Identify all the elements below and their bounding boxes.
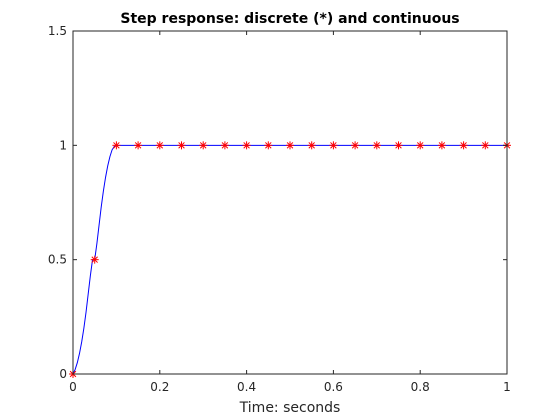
discrete-response-marker [459, 141, 468, 150]
chart-title: Step response: discrete (*) and continuo… [120, 11, 459, 27]
x-tick-label: 0.6 [324, 380, 343, 394]
x-tick-label: 0.4 [237, 380, 256, 394]
discrete-response-marker [394, 141, 403, 150]
discrete-response-marker [155, 141, 164, 150]
discrete-response-marker [286, 141, 294, 150]
discrete-response-marker [307, 141, 316, 150]
y-tick-label: 1.5 [48, 24, 67, 38]
x-tick-label: 0.8 [411, 380, 430, 394]
y-tick-label: 0 [59, 367, 67, 381]
discrete-response-marker [351, 141, 360, 150]
discrete-response-marker [372, 141, 381, 150]
y-tick-label: 0.5 [48, 253, 67, 267]
discrete-response-marker [416, 141, 425, 150]
discrete-response-marker [112, 141, 121, 150]
discrete-response-marker [220, 141, 229, 150]
axes-layer: 0 0.2 0.4 0.6 0.8 1 0 0.5 1 1.5 [48, 24, 511, 394]
discrete-response-marker [199, 141, 208, 150]
axes-box [72, 30, 508, 375]
discrete-response-marker [481, 141, 490, 150]
x-axis-label: Time: seconds [239, 400, 341, 416]
plot-area [73, 31, 507, 374]
x-tick-label: 0.2 [150, 380, 169, 394]
discrete-response-marker [90, 255, 99, 264]
discrete-response-marker [437, 141, 446, 150]
discrete-response-marker [134, 141, 143, 150]
y-tick-label: 1 [59, 138, 67, 152]
x-tick-label: 1 [503, 380, 511, 394]
discrete-response-marker [329, 141, 338, 150]
discrete-response-marker [242, 141, 251, 150]
x-tick-label: 0 [69, 380, 77, 394]
discrete-response-marker [177, 141, 186, 150]
discrete-response-marker [264, 141, 273, 150]
